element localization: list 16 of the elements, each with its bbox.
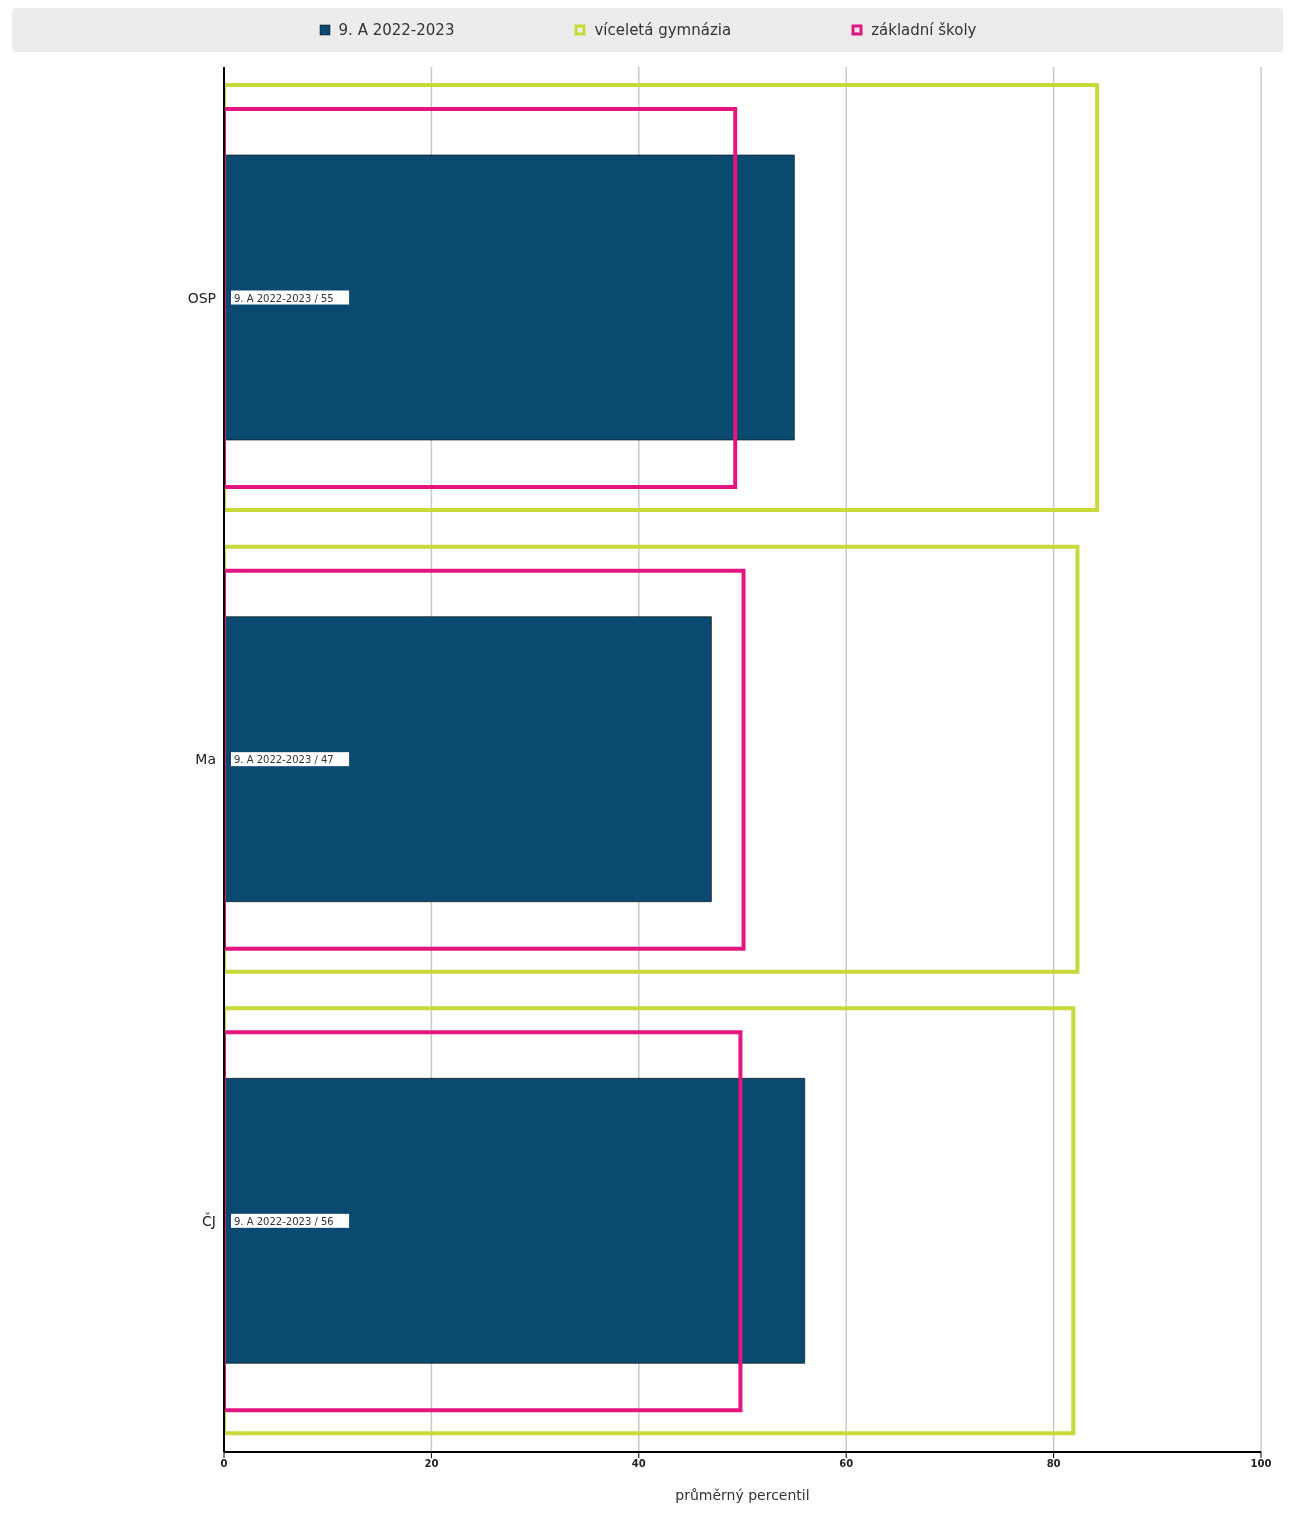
legend-label: základní školy <box>871 21 977 39</box>
x-tick-label: 80 <box>1046 1458 1061 1470</box>
x-tick-label: 40 <box>631 1458 646 1470</box>
y-tick-label: ČJ <box>202 1212 216 1230</box>
legend-label: víceletá gymnázia <box>594 21 732 39</box>
x-tick-label: 20 <box>424 1458 439 1470</box>
x-tick-label: 100 <box>1250 1458 1272 1470</box>
x-tick-label: 0 <box>220 1458 228 1470</box>
data-label: 9. A 2022-2023 / 47 <box>234 754 334 766</box>
y-tick-label: Ma <box>195 751 216 768</box>
y-tick-label: OSP <box>187 289 216 306</box>
legend-label: 9. A 2022-2023 <box>338 21 455 39</box>
x-tick-label: 60 <box>839 1458 854 1470</box>
data-label: 9. A 2022-2023 / 55 <box>234 292 334 304</box>
x-axis-title: průměrný percentil <box>675 1487 810 1503</box>
data-label: 9. A 2022-2023 / 56 <box>234 1215 334 1227</box>
